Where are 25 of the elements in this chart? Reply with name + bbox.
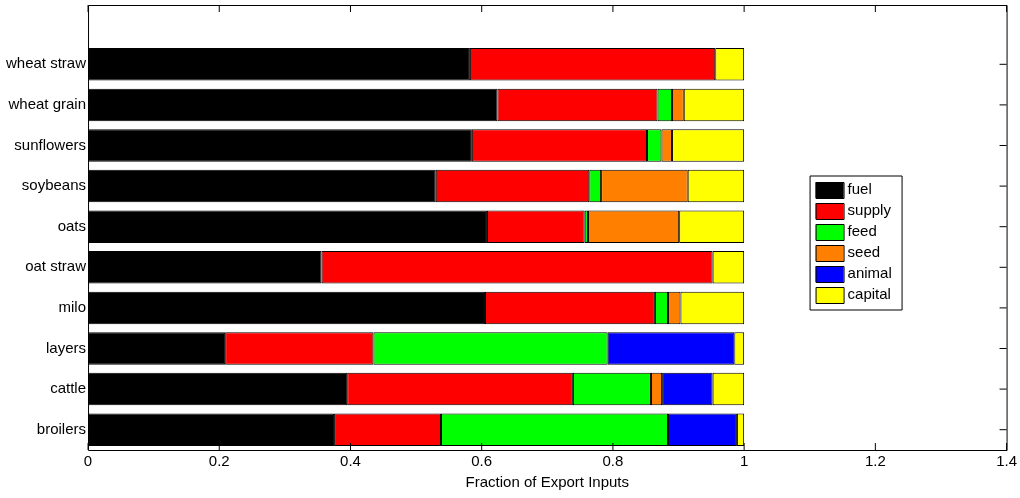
- x-axis-title: Fraction of Export Inputs: [465, 473, 630, 491]
- y-tick-label: sunflowers: [14, 135, 87, 153]
- y-tick-label: layers: [46, 338, 87, 356]
- legend-label: animal: [847, 264, 892, 282]
- legend-label: supply: [847, 201, 892, 219]
- x-tick-label: 1.4: [996, 452, 1017, 470]
- x-tick-label: 0: [83, 452, 93, 470]
- y-tick-label: broilers: [36, 419, 87, 437]
- x-tick-label: 1: [739, 452, 749, 470]
- x-tick-label: 0.2: [208, 452, 230, 470]
- y-tick-label: soybeans: [21, 176, 87, 194]
- x-tick-label: 0.8: [602, 452, 624, 470]
- legend-label: seed: [847, 243, 881, 261]
- y-tick-label: milo: [58, 298, 87, 316]
- legend-label: capital: [847, 285, 891, 303]
- y-tick-label: wheat straw: [4, 54, 87, 72]
- y-tick-label: oats: [57, 216, 87, 234]
- legend-label: feed: [847, 222, 877, 240]
- y-tick-label: wheat grain: [7, 95, 87, 113]
- legend-label: fuel: [847, 180, 872, 198]
- x-tick-label: 1.2: [864, 452, 886, 470]
- y-tick-label: cattle: [50, 379, 87, 397]
- x-tick-label: 0.4: [340, 452, 361, 470]
- x-tick-label: 0.6: [471, 452, 493, 470]
- y-tick-label: oat straw: [25, 257, 87, 275]
